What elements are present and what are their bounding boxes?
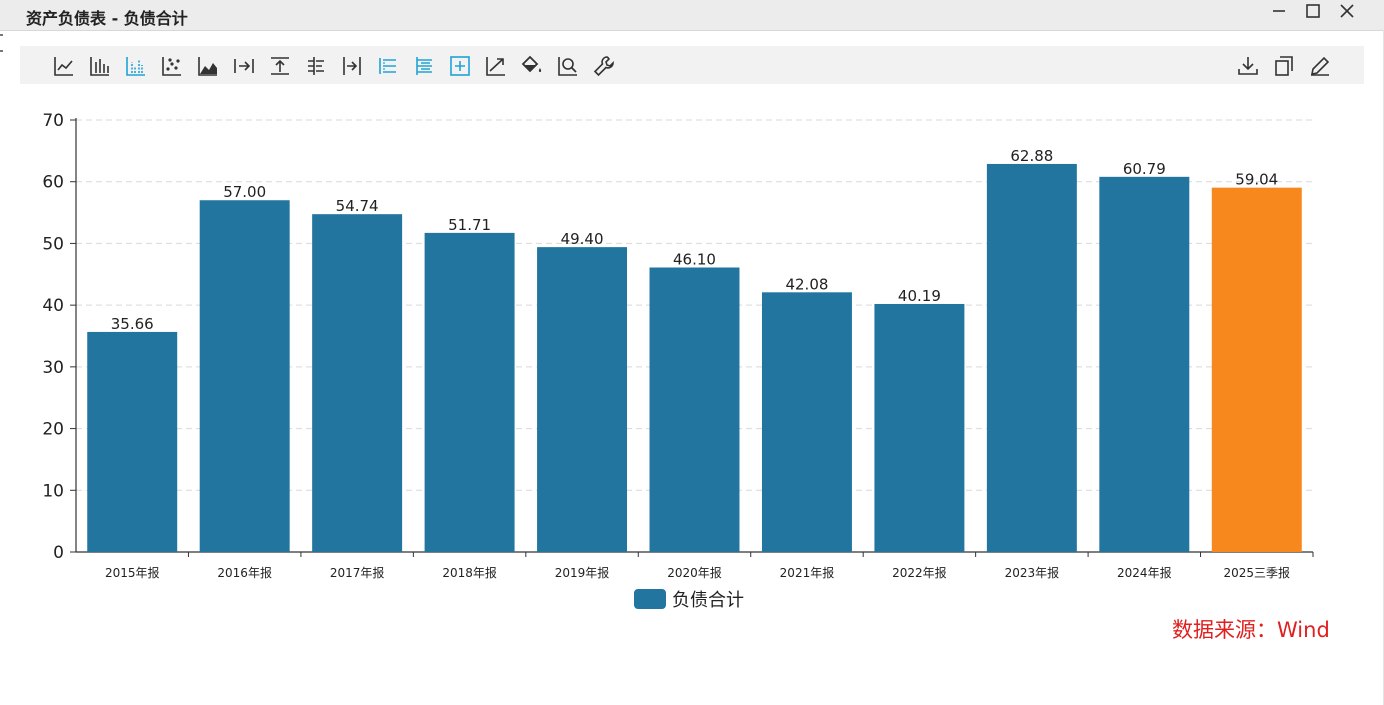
bar-chart-button[interactable]	[88, 54, 112, 78]
x-tick-label: 2021年报	[780, 565, 835, 580]
trend-arrow-icon	[486, 57, 505, 76]
minimize-button[interactable]	[1262, 0, 1296, 22]
data-label: 60.79	[1123, 160, 1166, 178]
legend-label: 负债合计	[672, 590, 744, 611]
bar	[537, 247, 628, 553]
wrench-icon	[593, 56, 614, 77]
maximize-icon	[1306, 4, 1320, 18]
edge-mark	[0, 34, 3, 36]
y-tick-label: 60	[42, 173, 64, 193]
y-tick-label: 20	[42, 420, 64, 440]
line-chart-button[interactable]	[52, 54, 76, 78]
y-tick-label: 0	[53, 543, 64, 563]
bar	[1211, 187, 1302, 552]
align-right-icon	[234, 59, 254, 73]
x-tick-label: 2019年报	[555, 565, 610, 580]
legend[interactable]: 负债合计	[634, 588, 744, 611]
expand-box-button[interactable]	[448, 54, 472, 78]
y-tick-label: 40	[42, 296, 64, 316]
zoom-icon	[558, 57, 577, 76]
x-tick-label: 2022年报	[892, 565, 947, 580]
line-chart-icon	[54, 57, 73, 76]
x-tick-label: 2023年报	[1005, 565, 1060, 580]
bar	[874, 303, 965, 552]
data-label: 54.74	[336, 197, 379, 215]
data-label: 35.66	[111, 315, 154, 333]
maximize-button[interactable]	[1296, 0, 1330, 22]
minimize-icon	[1273, 10, 1285, 12]
edit-button[interactable]	[1308, 54, 1332, 78]
paint-bucket-button[interactable]	[520, 54, 544, 78]
tree-button[interactable]	[304, 54, 328, 78]
grouped-bar-button[interactable]	[124, 54, 148, 78]
bar-chart: 0 10 20 30 40 50 60 70 35.66 2015年报 57.00 2016年报 54.…	[42, 111, 1314, 580]
area-chart-button[interactable]	[196, 54, 220, 78]
scatter-button[interactable]	[160, 54, 184, 78]
title-bar: 资产负债表 - 负债合计	[0, 0, 1384, 31]
bar	[761, 292, 852, 552]
data-label: 57.00	[223, 183, 266, 201]
trend-arrow-button[interactable]	[484, 54, 508, 78]
data-label: 42.08	[785, 275, 828, 293]
scatter-icon	[162, 57, 181, 76]
y-tick-label: 70	[42, 111, 64, 131]
push-right-icon	[343, 57, 361, 75]
data-label: 62.88	[1010, 147, 1053, 165]
data-label: 59.04	[1235, 171, 1278, 189]
y-tick-label: 50	[42, 234, 64, 254]
copy-button[interactable]	[1272, 54, 1296, 78]
download-icon	[1238, 57, 1258, 75]
edge-mark	[0, 50, 3, 52]
tree-icon	[308, 57, 324, 75]
y-tick-label: 30	[42, 358, 64, 378]
data-label: 46.10	[673, 250, 716, 268]
list-icon	[379, 58, 396, 74]
expand-box-icon	[450, 56, 470, 76]
data-source-note: 数据来源：Wind	[1172, 618, 1330, 642]
bar	[87, 331, 178, 552]
x-tick-label: 2025三季报	[1223, 565, 1290, 580]
data-label: 40.19	[898, 287, 941, 305]
data-label: 49.40	[561, 230, 604, 248]
x-tick-label: 2020年报	[667, 565, 722, 580]
wrench-button[interactable]	[592, 54, 616, 78]
align-top-icon	[271, 57, 289, 75]
x-tick-label: 2016年报	[217, 565, 272, 580]
bar	[199, 200, 290, 552]
list-button[interactable]	[376, 54, 400, 78]
y-tick-label: 10	[42, 481, 64, 501]
area-chart-icon	[198, 57, 217, 76]
x-tick-label: 2024年报	[1117, 565, 1172, 580]
data-label: 51.71	[448, 216, 491, 234]
bar	[1099, 176, 1190, 552]
chart-toolbar	[20, 46, 1364, 84]
align-top-button[interactable]	[268, 54, 292, 78]
close-icon	[1340, 4, 1354, 18]
zoom-button[interactable]	[556, 54, 580, 78]
bar	[312, 214, 403, 552]
chart-area: 0 10 20 30 40 50 60 70 35.66 2015年报 57.00 2016年报 54.…	[0, 90, 1384, 620]
legend-swatch	[634, 589, 666, 609]
close-button[interactable]	[1330, 0, 1364, 22]
download-button[interactable]	[1236, 54, 1260, 78]
x-tick-label: 2017年报	[330, 565, 385, 580]
paint-bucket-icon	[521, 55, 542, 73]
window-title: 资产负债表 - 负债合计	[26, 9, 188, 28]
bar	[986, 163, 1077, 552]
edit-icon	[1310, 56, 1330, 76]
x-tick-label: 2015年报	[105, 565, 160, 580]
bar	[649, 267, 740, 552]
copy-icon	[1275, 56, 1293, 76]
push-right-button[interactable]	[340, 54, 364, 78]
grouped-bar-icon	[126, 57, 145, 76]
x-tick-label: 2018年报	[442, 565, 497, 580]
tree-list-icon	[416, 57, 432, 75]
align-right-button[interactable]	[232, 54, 256, 78]
tree-list-button[interactable]	[412, 54, 436, 78]
bar	[424, 232, 515, 552]
bar-chart-icon	[90, 57, 109, 76]
